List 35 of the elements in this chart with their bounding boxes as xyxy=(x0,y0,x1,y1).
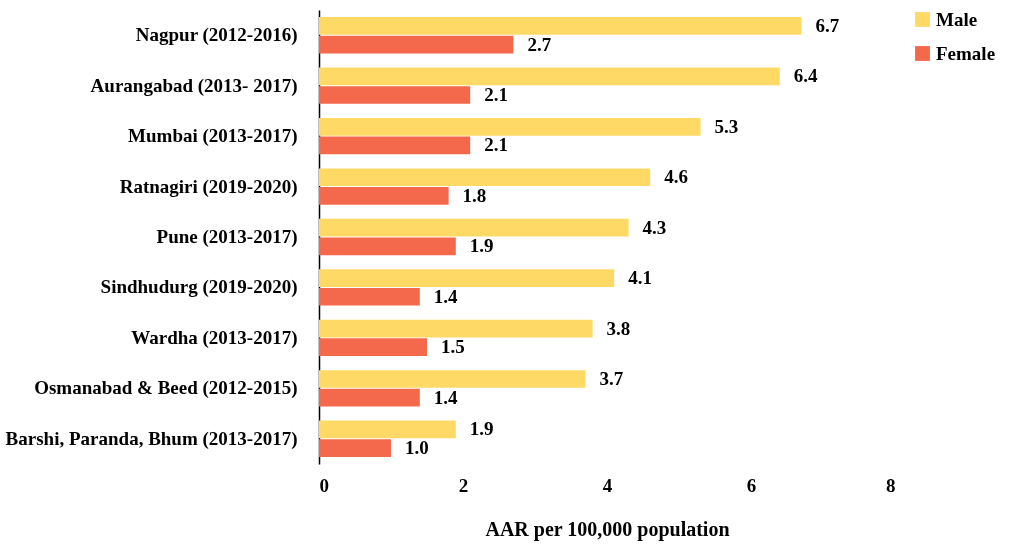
y-tick-label: Wardha (2013-2017) xyxy=(131,326,298,349)
data-label: 4.3 xyxy=(642,216,667,238)
y-tick-label: Sindhudurg (2019-2020) xyxy=(100,276,298,299)
data-label: 4.6 xyxy=(664,166,688,188)
data-label: 2.1 xyxy=(484,134,508,156)
data-label: 1.8 xyxy=(462,184,487,206)
y-tick-label: Barshi, Paranda, Bhum (2013-2017) xyxy=(5,427,298,450)
x-tick-label: 8 xyxy=(886,474,896,496)
legend-label: Female xyxy=(936,42,996,64)
data-label: 2.7 xyxy=(527,33,552,55)
y-tick-label: Osmanabad & Beed (2012-2015) xyxy=(34,377,298,400)
data-label: 1.4 xyxy=(433,285,459,307)
y-tick-label: Ratnagiri (2019-2020) xyxy=(119,175,298,198)
y-tick-label: Pune (2013-2017) xyxy=(156,226,298,248)
data-label: 1.4 xyxy=(433,386,459,408)
data-label: 6.4 xyxy=(793,65,819,87)
x-tick-label: 6 xyxy=(746,474,757,496)
data-label: 1.9 xyxy=(469,418,494,440)
data-label: 2.1 xyxy=(484,83,508,105)
x-tick-label: 0 xyxy=(319,474,329,496)
data-label: 4.1 xyxy=(628,267,652,289)
data-label: 1.5 xyxy=(441,336,465,358)
data-label: 5.3 xyxy=(714,115,739,137)
x-tick-label: 2 xyxy=(458,474,469,496)
x-tick-label: 4 xyxy=(602,474,613,496)
x-axis-title: AAR per 100,000 population xyxy=(485,517,730,541)
legend-label: Male xyxy=(936,8,978,30)
data-label: 3.8 xyxy=(606,317,631,339)
y-tick-label: Nagpur (2012-2016) xyxy=(135,24,298,47)
data-label: 6.7 xyxy=(815,14,840,36)
data-label: 3.7 xyxy=(599,368,624,390)
y-tick-label: Mumbai (2013-2017) xyxy=(128,125,298,148)
data-label: 1.9 xyxy=(469,235,494,257)
data-label: 1.0 xyxy=(405,437,429,459)
y-tick-label: Aurangabad (2013- 2017) xyxy=(90,74,298,97)
